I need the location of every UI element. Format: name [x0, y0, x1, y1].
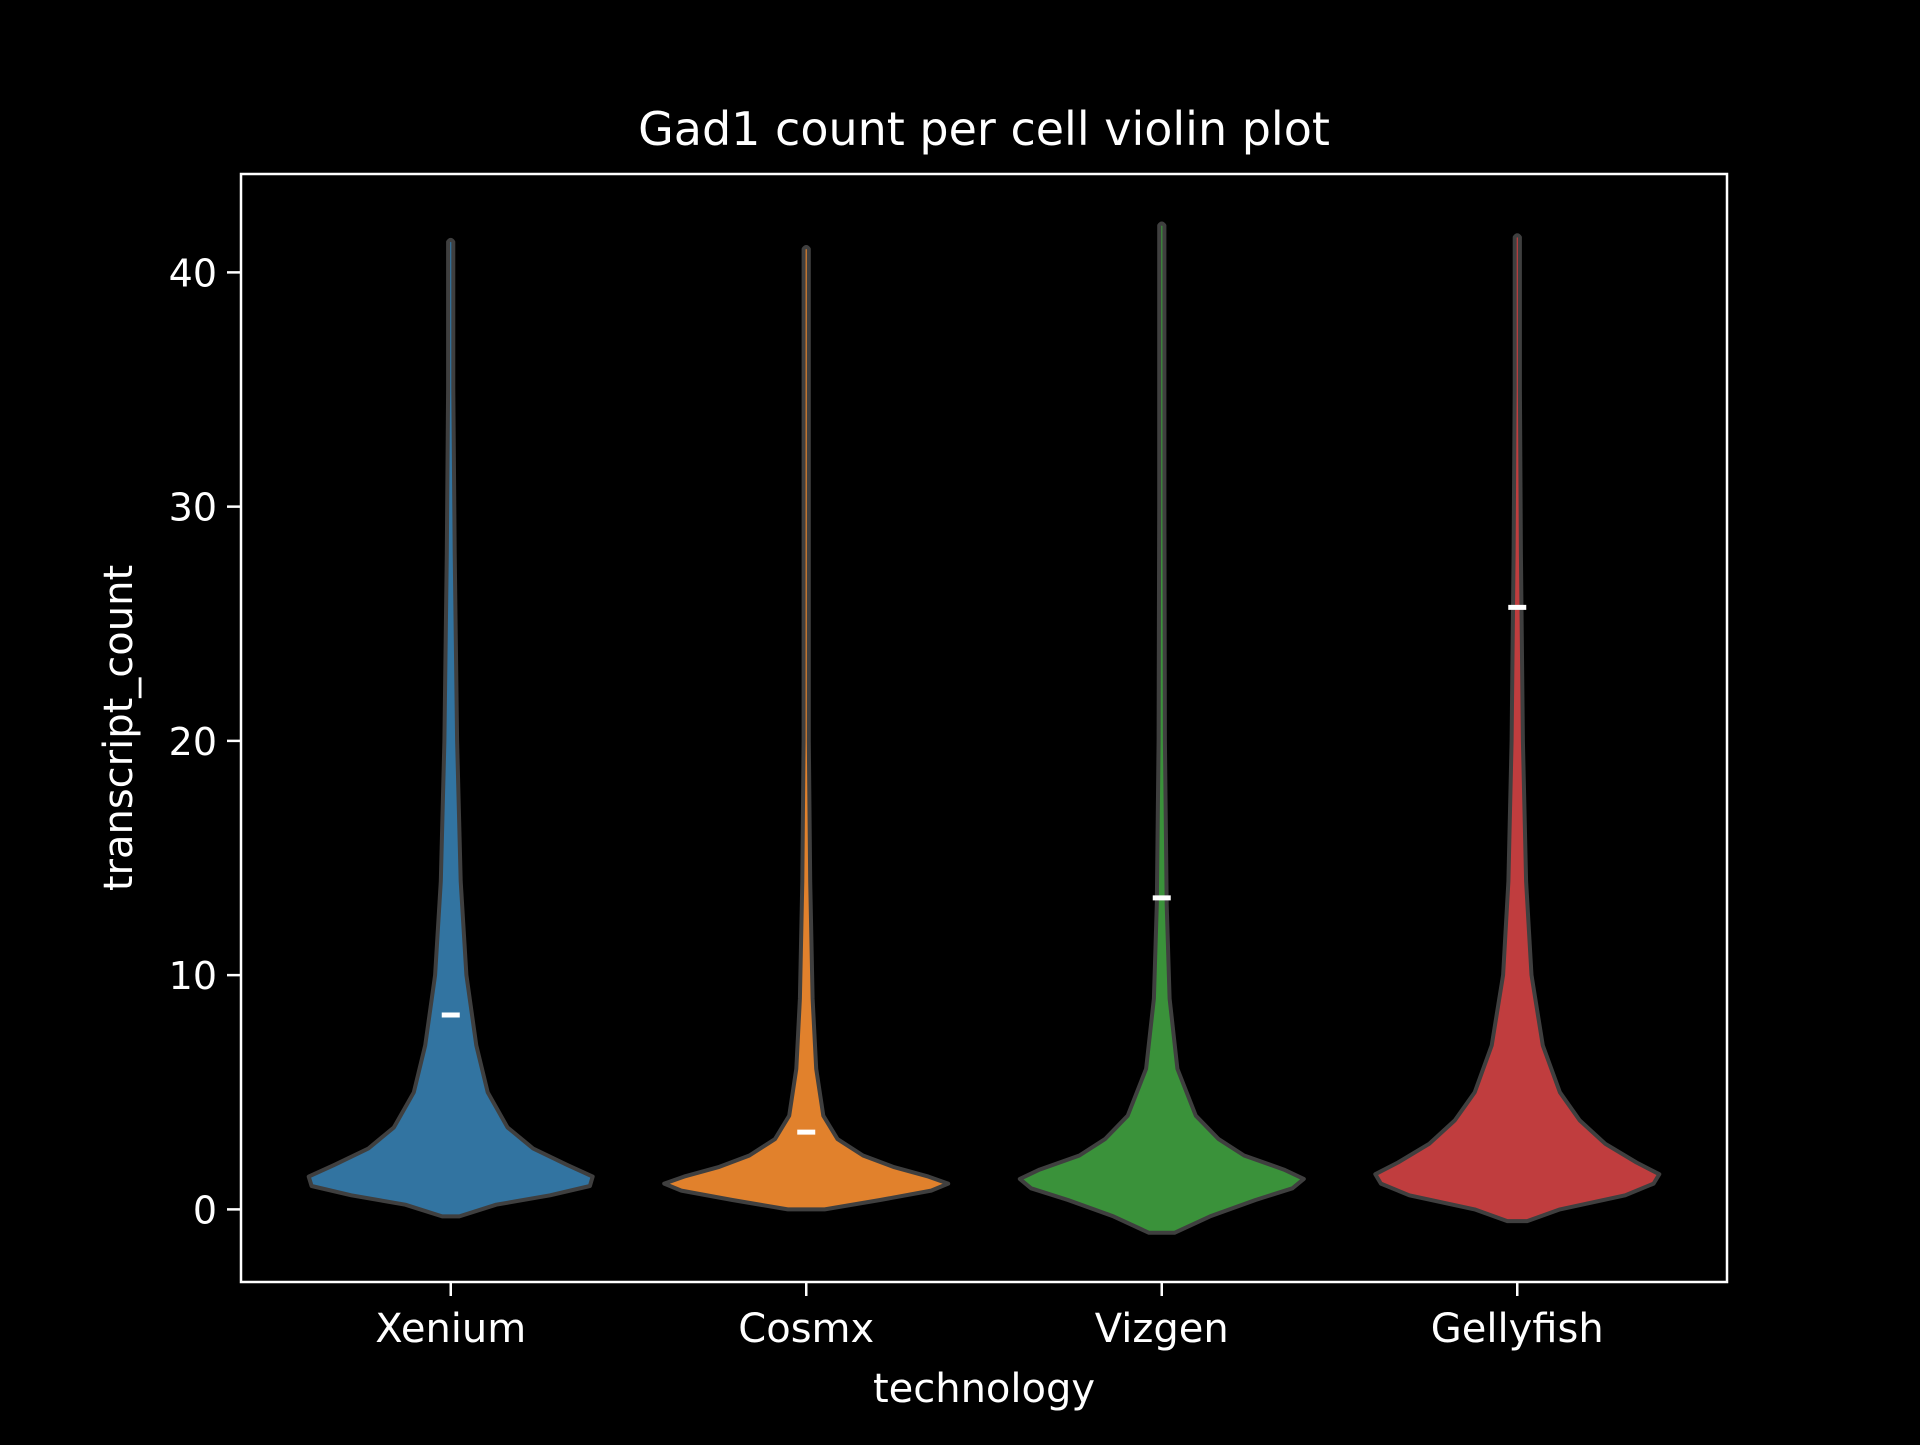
x-tick-label-cosmx: Cosmx	[738, 1306, 874, 1352]
plot-frame	[239, 172, 1729, 1284]
x-tick-label-vizgen: Vizgen	[1095, 1306, 1229, 1352]
violin-cosmx	[662, 245, 951, 1212]
violin-group	[306, 221, 1662, 1235]
x-axis-label: technology	[873, 1366, 1095, 1412]
y-axis: 0 10 20 30 40	[169, 251, 241, 1232]
y-tick-label: 20	[169, 720, 217, 764]
x-axis: Xenium Cosmx Vizgen Gellyfish	[375, 1282, 1604, 1352]
y-axis-label: transcript_count	[96, 565, 142, 891]
y-tick-label: 10	[169, 954, 217, 998]
violin-xenium	[306, 237, 595, 1219]
chart-title: Gad1 count per cell violin plot	[638, 102, 1330, 156]
x-tick-label-gellyfish: Gellyfish	[1431, 1306, 1604, 1352]
x-tick-label-xenium: Xenium	[375, 1306, 526, 1352]
violin-vizgen	[1017, 221, 1306, 1235]
violin-gellyfish	[1373, 233, 1662, 1224]
median-marker-group	[441, 604, 1527, 1135]
y-tick-label: 0	[193, 1188, 217, 1232]
y-tick-label: 30	[169, 486, 217, 530]
y-tick-label: 40	[169, 251, 217, 295]
